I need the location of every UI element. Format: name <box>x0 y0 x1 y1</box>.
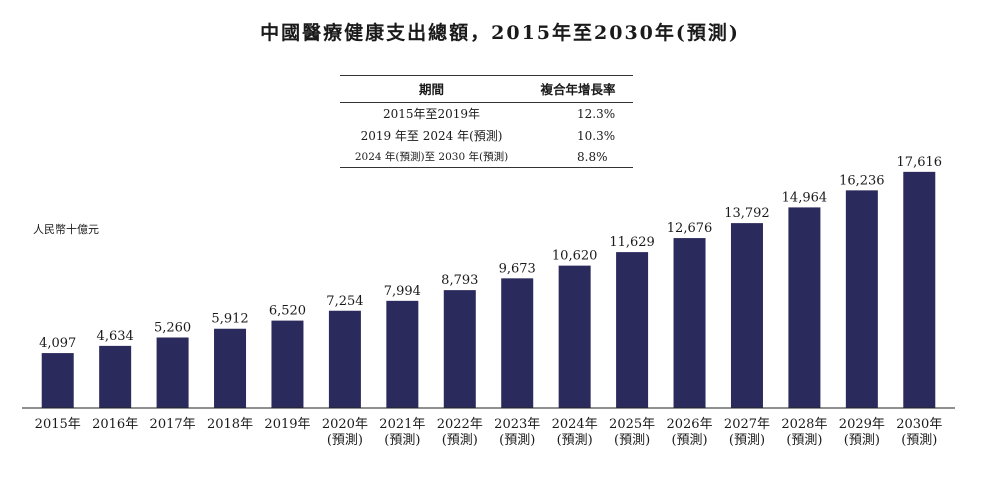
x-tick-label: 2016年 <box>92 417 138 432</box>
cagr-table: 期間 複合年增長率 2015年至2019年 12.3% 2019 年至 2024… <box>340 75 633 168</box>
bar <box>271 320 304 408</box>
cagr-period: 2024 年(預測)至 2030 年(預測) <box>340 147 524 168</box>
x-tick-label: (預測) <box>901 433 937 448</box>
cagr-header-rate: 複合年增長率 <box>523 75 633 103</box>
x-tick-label: (預測) <box>671 433 707 448</box>
x-tick-label: (預測) <box>442 433 478 448</box>
bar <box>845 190 878 408</box>
data-label: 10,620 <box>552 249 598 264</box>
x-tick-label: 2029年 <box>839 417 885 432</box>
cagr-row: 2024 年(預測)至 2030 年(預測) 8.8% <box>340 147 633 168</box>
bar <box>443 290 476 408</box>
bar <box>41 353 74 408</box>
x-tick-label: (預測) <box>786 433 822 448</box>
data-label: 7,254 <box>326 294 363 309</box>
cagr-period: 2015年至2019年 <box>382 107 481 121</box>
x-tick-label: 2015年 <box>35 417 81 432</box>
x-tick-label: (預測) <box>557 433 593 448</box>
bar <box>788 207 821 408</box>
x-tick-label: 2020年 <box>322 417 368 432</box>
x-tick-label: 2030年 <box>896 417 942 432</box>
bar <box>730 223 763 408</box>
data-label: 17,616 <box>897 155 943 170</box>
x-tick-label: (預測) <box>327 433 363 448</box>
x-tick-label: 2025年 <box>609 417 655 432</box>
bar <box>673 238 706 408</box>
x-tick-label: 2019年 <box>264 417 310 432</box>
x-tick-label: 2028年 <box>781 417 827 432</box>
x-tick-label: 2026年 <box>666 417 712 432</box>
bar <box>616 252 649 408</box>
cagr-row: 2015年至2019年 12.3% <box>340 103 633 126</box>
bar <box>386 300 419 408</box>
x-tick-label: (預測) <box>729 433 765 448</box>
bar <box>328 310 361 408</box>
data-label: 7,994 <box>384 284 421 299</box>
x-tick-label: 2027年 <box>724 417 770 432</box>
cagr-header-row: 期間 複合年增長率 <box>340 75 633 103</box>
bar <box>903 171 936 408</box>
x-tick-label: 2018年 <box>207 417 253 432</box>
cagr-row: 2019 年至 2024 年(預測) 10.3% <box>340 125 633 147</box>
x-tick-label: 2024年 <box>552 417 598 432</box>
data-label: 8,793 <box>441 273 478 288</box>
bar <box>501 278 534 408</box>
bar <box>558 265 591 408</box>
data-label: 5,260 <box>154 320 191 335</box>
x-tick-label: 2023年 <box>494 417 540 432</box>
bar <box>156 337 189 408</box>
bar <box>214 328 247 408</box>
data-label: 11,629 <box>609 235 655 250</box>
y-axis-unit-label: 人民幣十億元 <box>33 223 99 236</box>
x-tick-label: 2021年 <box>379 417 425 432</box>
x-tick-label: (預測) <box>384 433 420 448</box>
cagr-rate: 12.3% <box>577 106 616 121</box>
data-label: 4,634 <box>97 329 134 344</box>
cagr-rate: 8.8% <box>523 147 633 168</box>
cagr-rate: 10.3% <box>577 128 616 143</box>
chart-title: 中國醫療健康支出總額，2015年至2030年(預測) <box>260 22 740 44</box>
data-label: 5,912 <box>211 312 248 327</box>
data-label: 4,097 <box>39 336 76 351</box>
data-label: 9,673 <box>499 261 536 276</box>
x-tick-label: 2017年 <box>150 417 196 432</box>
x-tick-label: (預測) <box>844 433 880 448</box>
cagr-header-period: 期間 <box>340 75 524 103</box>
data-label: 12,676 <box>667 221 713 236</box>
cagr-period: 2019 年至 2024 年(預測) <box>360 129 503 143</box>
data-label: 6,520 <box>269 304 306 319</box>
data-label: 13,792 <box>724 206 770 221</box>
data-label: 16,236 <box>839 173 885 188</box>
data-label: 14,964 <box>782 190 828 205</box>
x-tick-label: (預測) <box>499 433 535 448</box>
bar <box>99 345 132 408</box>
x-tick-label: 2022年 <box>437 417 483 432</box>
x-tick-label: (預測) <box>614 433 650 448</box>
